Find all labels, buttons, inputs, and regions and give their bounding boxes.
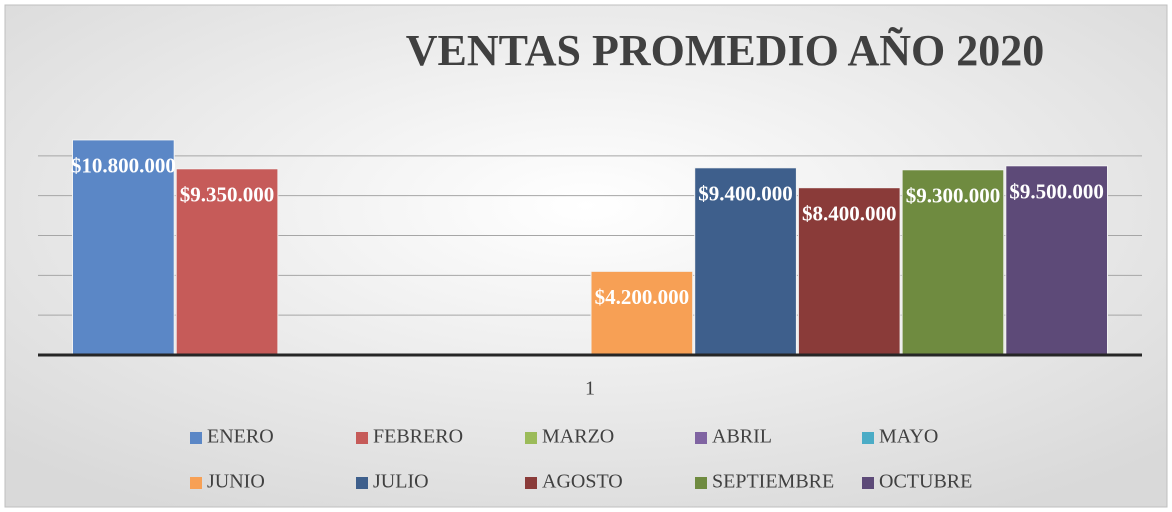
data-label: $9.300.000	[906, 184, 1001, 208]
legend-swatch	[356, 477, 368, 489]
bar	[797, 187, 901, 356]
legend-label: ENERO	[207, 426, 274, 448]
legend-swatch	[862, 477, 874, 489]
legend-label: MARZO	[542, 426, 614, 448]
legend-swatch	[356, 432, 368, 444]
bar	[1005, 165, 1108, 356]
legend-label: JULIO	[373, 471, 429, 493]
legend-swatch	[190, 477, 202, 489]
data-label: $9.400.000	[698, 182, 793, 206]
bar	[590, 270, 694, 356]
chart-title: VENTAS PROMEDIO AÑO 2020	[406, 26, 1044, 75]
legend-label: OCTUBRE	[879, 471, 972, 493]
legend-label: SEPTIEMBRE	[712, 471, 834, 493]
legend-swatch	[862, 432, 874, 444]
legend-label: MAYO	[879, 426, 938, 448]
legend-swatch	[525, 432, 537, 444]
bar	[175, 168, 279, 356]
legend-swatch	[695, 432, 707, 444]
legend-label: FEBRERO	[373, 426, 463, 448]
data-label: $9.500.000	[1009, 180, 1104, 204]
legend-swatch	[525, 477, 537, 489]
legend-label: ABRIL	[712, 426, 772, 448]
legend-label: AGOSTO	[542, 471, 623, 493]
data-label: $4.200.000	[595, 285, 690, 309]
bar	[901, 169, 1005, 356]
legend-swatch	[695, 477, 707, 489]
legend-label: JUNIO	[207, 471, 265, 493]
data-label: $10.800.000	[71, 154, 176, 178]
bar	[72, 139, 175, 356]
data-label: $8.400.000	[802, 202, 897, 226]
x-tick-label: 1	[585, 378, 595, 400]
bar	[694, 167, 797, 356]
legend-swatch	[190, 432, 202, 444]
data-label: $9.350.000	[180, 183, 275, 207]
